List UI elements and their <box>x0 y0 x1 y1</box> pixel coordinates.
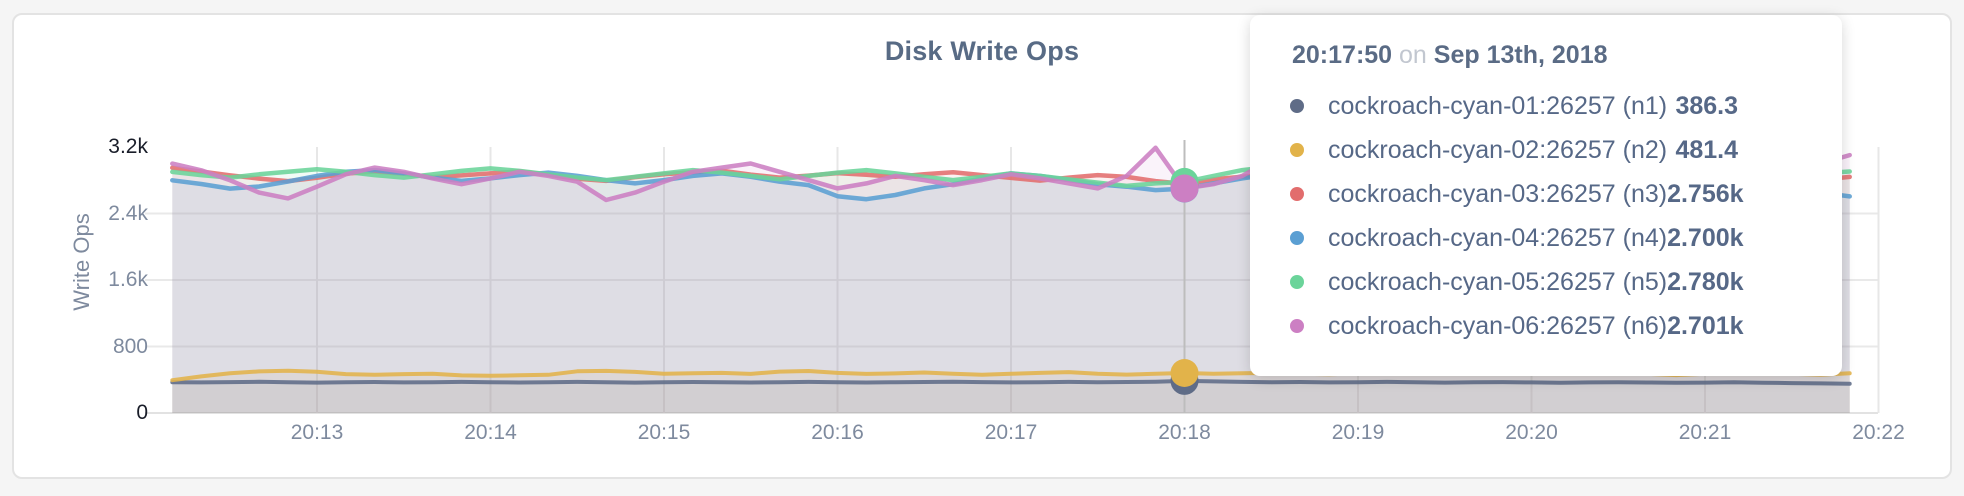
series-color-dot-icon <box>1290 231 1304 245</box>
series-color-dot-icon <box>1290 319 1304 333</box>
x-axis-tick-label: 20:13 <box>290 421 344 444</box>
tooltip-header: 20:17:50 on Sep 13th, 2018 <box>1292 41 1738 70</box>
series-color-dot-icon <box>1290 275 1304 289</box>
hover-point <box>1170 359 1199 387</box>
hover-tooltip: 20:17:50 on Sep 13th, 2018 cockroach-cya… <box>1250 15 1842 376</box>
series-value: 386.3 <box>1675 91 1738 120</box>
x-axis-tick-label: 20:16 <box>811 421 864 444</box>
x-axis-tick-label: 20:14 <box>464 421 517 444</box>
tooltip-on-word: on <box>1399 41 1427 69</box>
x-axis-tick-label: 20:17 <box>984 421 1038 444</box>
series-area <box>172 380 1850 413</box>
y-axis-tick-label: 1.6k <box>108 268 148 291</box>
tooltip-rows: cockroach-cyan-01:26257 (n1) 386.3 cockroa… <box>1290 84 1744 348</box>
series-name: cockroach-cyan-06:26257 (n6) <box>1328 311 1668 340</box>
hover-point <box>1170 174 1199 203</box>
tooltip-series-row: cockroach-cyan-06:26257 (n6) 2.701k <box>1290 304 1744 348</box>
series-name: cockroach-cyan-01:26257 (n1) <box>1328 91 1668 120</box>
tooltip-series-row: cockroach-cyan-02:26257 (n2) 481.4 <box>1290 128 1738 172</box>
y-axis-tick-label: 3.2k <box>108 135 148 158</box>
series-color-dot-icon <box>1290 187 1304 201</box>
series-name: cockroach-cyan-03:26257 (n3) <box>1328 179 1668 208</box>
y-axis-tick-label: 800 <box>112 334 148 358</box>
series-name: cockroach-cyan-02:26257 (n2) <box>1328 135 1668 164</box>
tooltip-date: Sep 13th, 2018 <box>1433 41 1608 69</box>
series-value: 2.780k <box>1667 267 1744 296</box>
chart-title: Disk Write Ops <box>884 36 1080 66</box>
series-color-dot-icon <box>1290 143 1304 157</box>
series-value: 481.4 <box>1675 135 1738 164</box>
series-color-dot-icon <box>1290 99 1304 113</box>
series-line <box>170 378 1852 386</box>
series-value: 2.701k <box>1667 311 1744 340</box>
series-value: 2.756k <box>1667 179 1744 208</box>
series-name: cockroach-cyan-04:26257 (n4) <box>1328 223 1668 252</box>
y-axis-tick-label: 2.4k <box>108 201 148 225</box>
series-name: cockroach-cyan-05:26257 (n5) <box>1328 267 1668 296</box>
y-axis-title: Write Ops <box>69 213 94 311</box>
x-axis-tick-label: 20:22 <box>1852 421 1905 444</box>
tooltip-series-row: cockroach-cyan-03:26257 (n3) 2.756k <box>1290 172 1744 216</box>
x-axis-tick-label: 20:21 <box>1678 421 1732 444</box>
tooltip-series-row: cockroach-cyan-01:26257 (n1) 386.3 <box>1290 84 1738 128</box>
tooltip-time: 20:17:50 <box>1292 41 1393 69</box>
tooltip-series-row: cockroach-cyan-05:26257 (n5) 2.780k <box>1290 260 1744 304</box>
y-axis-tick-label: 0 <box>136 401 148 424</box>
tooltip-series-row: cockroach-cyan-04:26257 (n4) 2.700k <box>1290 216 1744 260</box>
x-axis-tick-label: 20:20 <box>1505 421 1558 444</box>
x-axis-tick-label: 20:15 <box>637 421 691 444</box>
x-axis-tick-label: 20:19 <box>1331 421 1385 444</box>
x-axis-tick-label: 20:18 <box>1158 421 1211 444</box>
series-value: 2.700k <box>1667 223 1744 252</box>
